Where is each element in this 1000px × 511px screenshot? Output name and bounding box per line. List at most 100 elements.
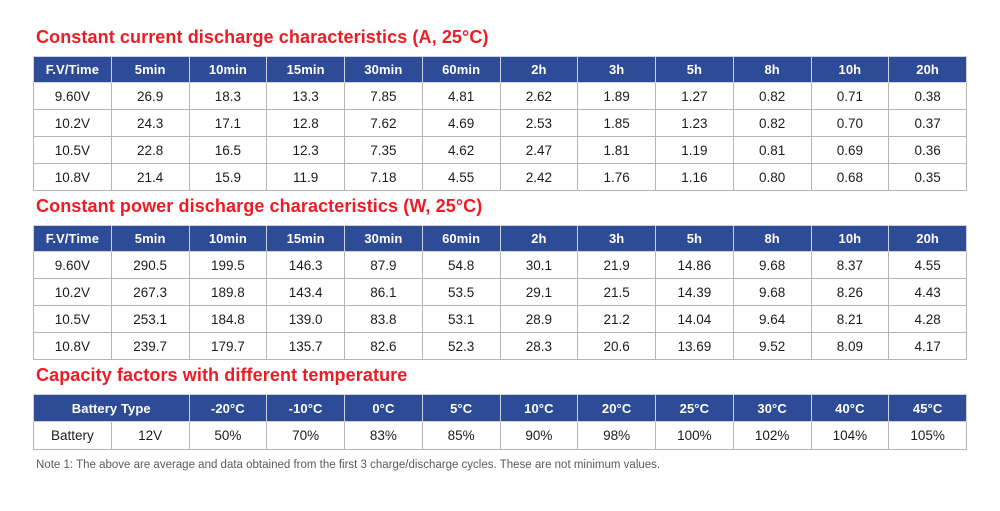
- table-cell: 83.8: [344, 305, 423, 333]
- table-row: 10.2V 24.3 17.1 12.8 7.62 4.69 2.53 1.85 1.23 0.8…: [33, 109, 967, 137]
- table-row: 10.5V 253.1 184.8 139.0 83.8 53.1 28.9 21.2 14.0…: [33, 305, 967, 333]
- table-cell: 52.3: [421, 332, 501, 360]
- column-header: F.V/Time: [33, 225, 112, 252]
- column-header: 20h: [888, 56, 967, 83]
- capacity-factors-title: Capacity factors with different temperat…: [36, 365, 408, 385]
- table-cell: 2.42: [499, 163, 579, 191]
- table-cell: 14.86: [655, 251, 734, 279]
- constant-current-table: F.V/Time 5min 10min 15min 30min 60min 2h 3h 5h 8h…: [33, 56, 967, 191]
- table-cell: 267.3: [110, 278, 190, 306]
- table-cell: 179.7: [188, 332, 268, 360]
- table-cell: 70%: [266, 421, 345, 450]
- table-cell: 1.89: [577, 82, 656, 110]
- column-header: 60min: [421, 225, 501, 252]
- section-constant-current-discharge: Constant current discharge characteristi…: [33, 27, 967, 191]
- column-header: 10min: [188, 225, 268, 252]
- column-header: 3h: [577, 225, 656, 252]
- column-header: 10h: [810, 56, 890, 83]
- table-cell: 7.62: [344, 109, 423, 137]
- column-header: 5min: [110, 56, 190, 83]
- table-cell: 184.8: [188, 305, 268, 333]
- column-header: 5h: [655, 225, 734, 252]
- table-cell: 4.28: [888, 305, 967, 333]
- table-cell: 0.71: [810, 82, 890, 110]
- table-cell: 85%: [421, 421, 501, 450]
- table-cell: 53.1: [421, 305, 501, 333]
- table-row: 10.2V 267.3 189.8 143.4 86.1 53.5 29.1 21.5 14.3…: [33, 278, 967, 306]
- table-cell: 21.2: [577, 305, 656, 333]
- table-cell: 8.37: [810, 251, 890, 279]
- constant-current-title: Constant current discharge characteristi…: [36, 27, 489, 47]
- column-header: 2h: [499, 225, 579, 252]
- table-cell: 4.69: [421, 109, 501, 137]
- table-cell: 2.47: [499, 136, 579, 164]
- table-row: Battery 12V 50% 70% 83% 85% 90% 98% 100% 102% 104%…: [33, 421, 967, 450]
- column-header: 5°C: [421, 394, 501, 422]
- table-cell: 1.85: [577, 109, 656, 137]
- table-cell: 0.70: [810, 109, 890, 137]
- table-cell: 2.53: [499, 109, 579, 137]
- table-cell: 0.81: [732, 136, 812, 164]
- column-header: -20°C: [188, 394, 268, 422]
- section-constant-power-discharge: Constant power discharge characteristics…: [33, 196, 967, 360]
- capacity-factors-header-row: Battery Type -20°C -10°C 0°C 5°C 10°C 20°C 25°C…: [33, 394, 967, 422]
- table-cell: 54.8: [421, 251, 501, 279]
- table-cell: 10.5V: [33, 136, 112, 164]
- column-header: 10h: [810, 225, 890, 252]
- table-cell: 9.68: [732, 251, 812, 279]
- capacity-factors-table: Battery Type -20°C -10°C 0°C 5°C 10°C 20°C 25°C…: [33, 394, 967, 450]
- column-header: 20°C: [577, 394, 656, 422]
- table-cell: 102%: [732, 421, 812, 450]
- table-cell: 139.0: [266, 305, 345, 333]
- table-cell: 26.9: [110, 82, 190, 110]
- table-cell: 8.09: [810, 332, 890, 360]
- table-cell: 0.80: [732, 163, 812, 191]
- table-cell: 82.6: [344, 332, 423, 360]
- table-cell: 17.1: [188, 109, 268, 137]
- constant-power-title: Constant power discharge characteristics…: [36, 196, 483, 216]
- column-header: 10min: [188, 56, 268, 83]
- table-cell: 10.5V: [33, 305, 112, 333]
- table-cell: 104%: [810, 421, 890, 450]
- table-cell: 4.17: [888, 332, 967, 360]
- table-cell: 10.8V: [33, 163, 112, 191]
- table-cell: 9.64: [732, 305, 812, 333]
- table-cell: 14.04: [655, 305, 734, 333]
- table-cell: 22.8: [110, 136, 190, 164]
- column-header: 3h: [577, 56, 656, 83]
- table-cell: 9.52: [732, 332, 812, 360]
- table-cell: 11.9: [266, 163, 345, 191]
- column-header: 15min: [266, 56, 345, 83]
- table-cell: 90%: [499, 421, 579, 450]
- table-cell: 1.76: [577, 163, 656, 191]
- table-cell: 8.26: [810, 278, 890, 306]
- column-header: 2h: [499, 56, 579, 83]
- table-cell: 1.19: [655, 136, 734, 164]
- table-cell: 9.60V: [33, 82, 112, 110]
- table-cell: 0.36: [888, 136, 967, 164]
- table-cell: 0.35: [888, 163, 967, 191]
- table-cell: 13.69: [655, 332, 734, 360]
- table-cell: 0.38: [888, 82, 967, 110]
- constant-power-header-row: F.V/Time 5min 10min 15min 30min 60min 2h 3h 5h 8h…: [33, 225, 967, 252]
- column-header: 5h: [655, 56, 734, 83]
- column-header: 30min: [344, 56, 423, 83]
- table-cell: 20.6: [577, 332, 656, 360]
- constant-current-header-row: F.V/Time 5min 10min 15min 30min 60min 2h 3h 5h 8h…: [33, 56, 967, 83]
- table-cell: 1.16: [655, 163, 734, 191]
- table-cell: 4.43: [888, 278, 967, 306]
- table-row: 9.60V 26.9 18.3 13.3 7.85 4.81 2.62 1.89 1.27 0.8…: [33, 82, 967, 110]
- table-cell: 30.1: [499, 251, 579, 279]
- constant-power-table: F.V/Time 5min 10min 15min 30min 60min 2h 3h 5h 8h…: [33, 225, 967, 360]
- table-cell: 10.2V: [33, 109, 112, 137]
- table-cell: 24.3: [110, 109, 190, 137]
- table-row: 10.8V 21.4 15.9 11.9 7.18 4.55 2.42 1.76 1.16 0.8…: [33, 163, 967, 191]
- table-cell: 253.1: [110, 305, 190, 333]
- column-header: 5min: [110, 225, 190, 252]
- column-header: 10°C: [499, 394, 579, 422]
- table-cell: 7.35: [344, 136, 423, 164]
- table-cell: 135.7: [266, 332, 345, 360]
- table-cell: 83%: [344, 421, 423, 450]
- table-cell: 199.5: [188, 251, 268, 279]
